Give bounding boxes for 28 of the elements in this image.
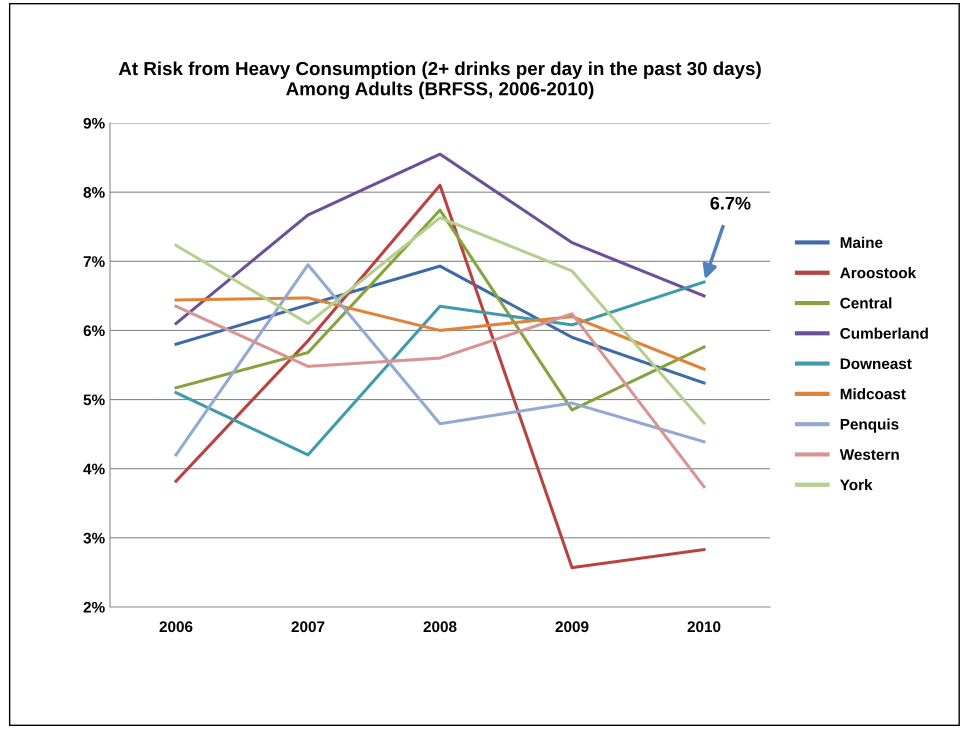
legend-label: Downeast [840,358,912,370]
y-tick-label: 7% [84,256,105,267]
legend-label: Aroostook [840,267,916,278]
x-tick-label: 2006 [160,621,192,632]
legend-label: Central [840,297,892,309]
x-tick-label: 2010 [688,621,720,632]
y-tick-label: 5% [84,394,105,406]
x-tick-label: 2009 [556,621,588,632]
y-tick-label: 4% [83,464,105,474]
y-tick-label: 6% [84,325,105,336]
legend-label: Maine [840,236,883,248]
line-series [174,304,706,488]
line-series [174,184,706,570]
legend-label: Penquis [840,418,899,433]
line-series [174,296,706,371]
y-tick-label: 3% [83,532,105,544]
legend-label: Midcoast [840,388,906,400]
x-tick-label: 2007 [292,621,324,632]
y-tick-label: 8% [84,187,105,198]
annotation: 6.7% [710,196,750,210]
legend-label: York [840,479,873,490]
y-tick-label: 2% [84,602,105,613]
line-series [174,152,706,326]
legend-label: Western [840,449,899,460]
legend-label: Cumberland [840,328,928,339]
x-tick-label: 2008 [424,621,457,632]
y-tick-label: 9% [84,118,105,129]
chart-title: At Risk from Heavy Consumption (2+ drinks per day in the past 30 days) Among Adults (BRFSS, 2006-2010) [118,61,761,100]
